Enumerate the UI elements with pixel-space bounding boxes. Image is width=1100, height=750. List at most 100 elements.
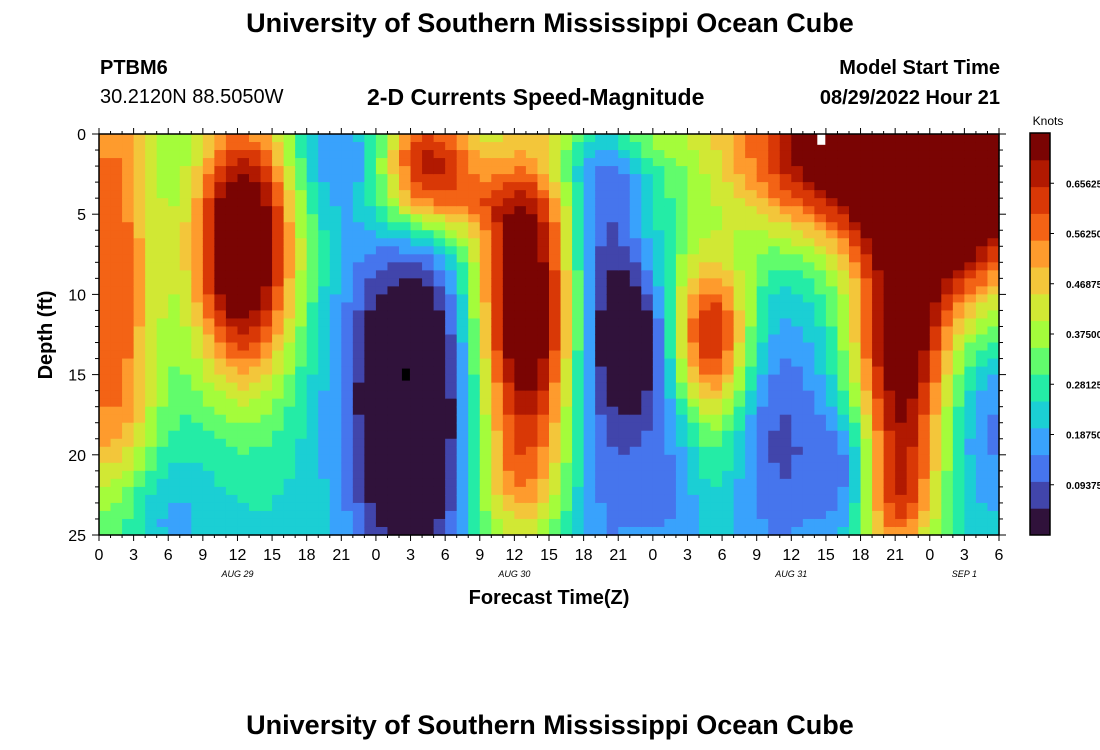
heatmap-cell xyxy=(491,214,504,223)
heatmap-cell xyxy=(295,470,308,480)
heatmap-cell xyxy=(733,166,746,175)
heatmap-cell xyxy=(168,342,181,352)
heatmap-cell xyxy=(214,326,227,336)
heatmap-cell xyxy=(375,238,389,247)
heatmap-cell xyxy=(964,366,977,376)
heatmap-cell xyxy=(883,438,896,448)
heatmap-cell xyxy=(779,374,792,384)
heatmap-cell xyxy=(572,438,585,448)
heatmap-cell xyxy=(179,374,192,384)
heatmap-cell xyxy=(849,238,862,247)
heatmap-cell xyxy=(802,182,815,191)
heatmap-cell xyxy=(110,414,123,424)
heatmap-cell xyxy=(364,382,377,392)
heatmap-cell xyxy=(733,278,746,287)
heatmap-cell xyxy=(629,246,642,255)
heatmap-cell xyxy=(249,510,262,520)
heatmap-cell xyxy=(756,134,769,143)
heatmap-cell xyxy=(883,430,896,440)
heatmap-cell xyxy=(399,518,412,528)
heatmap-cell xyxy=(283,390,296,400)
heatmap-cell xyxy=(399,334,412,344)
heatmap-cell xyxy=(549,134,562,143)
heatmap-cell xyxy=(849,414,862,424)
heatmap-cell xyxy=(168,438,181,448)
heatmap-cell xyxy=(468,342,481,352)
heatmap-cell xyxy=(618,238,631,247)
heatmap-cell xyxy=(572,494,585,504)
heatmap-cell xyxy=(99,502,112,512)
heatmap-cell xyxy=(249,518,262,528)
heatmap-cell xyxy=(745,158,758,167)
heatmap-cell xyxy=(710,518,723,528)
heatmap-cell xyxy=(664,222,677,231)
heatmap-cell xyxy=(583,214,596,223)
heatmap-cell xyxy=(306,406,319,416)
heatmap-cell xyxy=(860,278,873,287)
heatmap-cell xyxy=(964,382,977,392)
heatmap-cell xyxy=(779,270,792,279)
heatmap-cell xyxy=(722,198,735,207)
heatmap-cell xyxy=(502,374,515,384)
heatmap-cell xyxy=(537,478,550,488)
heatmap-cell xyxy=(860,246,873,255)
heatmap-cell xyxy=(895,366,908,376)
heatmap-cell xyxy=(283,502,296,512)
heatmap-cell xyxy=(975,518,989,528)
heatmap-cell xyxy=(664,406,677,416)
heatmap-cell xyxy=(491,166,504,175)
heatmap-cell xyxy=(860,342,873,352)
heatmap-cell xyxy=(168,350,181,360)
heatmap-cell xyxy=(502,150,515,159)
heatmap-cell xyxy=(768,454,781,464)
heatmap-cell xyxy=(375,422,389,432)
heatmap-cell xyxy=(364,166,377,175)
heatmap-cell xyxy=(768,150,781,159)
heatmap-cell xyxy=(387,142,400,151)
heatmap-cell xyxy=(895,462,908,472)
heatmap-cell xyxy=(318,398,331,408)
heatmap-cell xyxy=(422,262,435,271)
heatmap-cell xyxy=(779,446,792,456)
heatmap-cell xyxy=(168,230,181,239)
heatmap-cell xyxy=(225,294,239,304)
heatmap-cell xyxy=(364,254,377,263)
heatmap-cell xyxy=(987,390,1000,400)
heatmap-cell xyxy=(756,238,769,247)
heatmap-cell xyxy=(641,342,654,352)
heatmap-cell xyxy=(837,190,850,199)
heatmap-cell xyxy=(445,150,458,159)
heatmap-cell xyxy=(341,334,354,344)
heatmap-cell xyxy=(768,478,781,488)
heatmap-cell xyxy=(168,334,181,344)
heatmap-cell xyxy=(318,430,331,440)
heatmap-cell xyxy=(883,198,896,207)
heatmap-cell xyxy=(456,286,469,295)
heatmap-cell xyxy=(456,438,469,448)
heatmap-cell xyxy=(295,526,308,536)
heatmap-cell xyxy=(860,190,873,199)
heatmap-cell xyxy=(145,430,158,440)
heatmap-cell xyxy=(929,238,942,247)
heatmap-cell xyxy=(618,270,631,279)
heatmap-cell xyxy=(306,326,319,336)
heatmap-cell xyxy=(964,358,977,368)
heatmap-cell xyxy=(675,134,689,143)
heatmap-cell xyxy=(906,238,919,247)
heatmap-cell xyxy=(918,286,931,295)
heatmap-cell xyxy=(491,294,504,304)
heatmap-cell xyxy=(837,182,850,191)
heatmap-cell xyxy=(399,158,412,167)
heatmap-cell xyxy=(606,262,619,271)
heatmap-cell xyxy=(699,310,712,320)
heatmap-cell xyxy=(906,518,919,528)
x-tick-label: 15 xyxy=(540,547,558,564)
heatmap-cell xyxy=(849,286,862,295)
heatmap-cell xyxy=(652,390,665,400)
heatmap-cell xyxy=(387,294,400,304)
heatmap-cell xyxy=(214,398,227,408)
heatmap-cell xyxy=(133,286,146,295)
heatmap-cell xyxy=(272,270,285,279)
heatmap-cell xyxy=(110,214,123,223)
heatmap-cell xyxy=(375,350,389,360)
